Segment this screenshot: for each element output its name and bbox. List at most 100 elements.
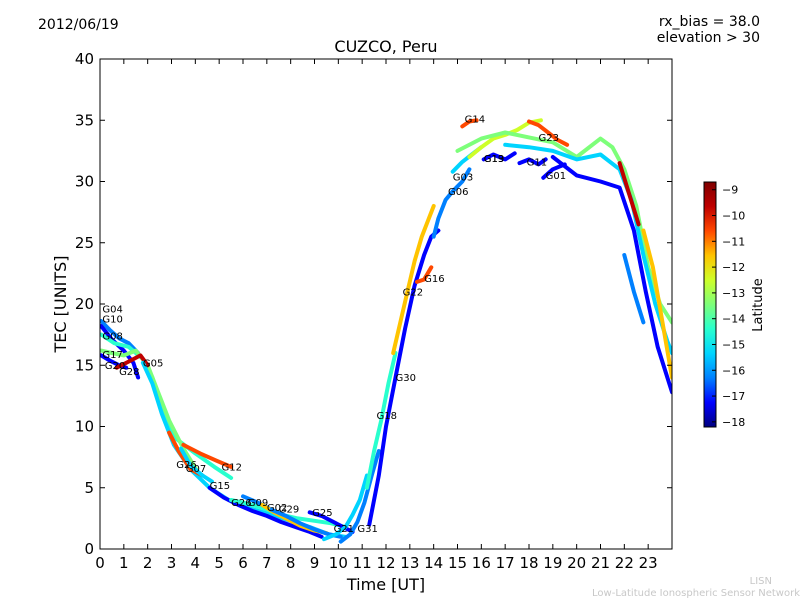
series-trace-10 [207, 485, 324, 539]
series-label-13: G02 [267, 503, 287, 514]
series-trace-0 [100, 319, 141, 355]
series-label-8: G07 [186, 464, 206, 475]
series-label-0: G04 [102, 305, 122, 316]
x-tick-label: 0 [95, 554, 105, 572]
footer-lisn: LISN [749, 576, 772, 587]
x-tick-label: 5 [214, 554, 224, 572]
colorbar-tick-label: −13 [722, 287, 745, 300]
y-tick-label: 30 [75, 173, 94, 191]
series-label-4: G20 [105, 361, 125, 372]
x-tick-label: 20 [567, 554, 586, 572]
x-tick-label: 8 [286, 554, 296, 572]
series-trace-27 [517, 157, 548, 167]
series-trace-34 [641, 228, 672, 380]
elevation-label: elevation > 30 [656, 30, 760, 46]
colorbar-tick-label: −14 [722, 313, 745, 326]
colorbar-tick-label: −16 [722, 364, 745, 377]
series-trace-1 [100, 324, 141, 380]
series-label-24: G14 [465, 115, 485, 126]
series-trace-16 [322, 473, 369, 542]
series-trace-5 [114, 353, 150, 370]
series-label-26: G13 [484, 154, 504, 165]
y-tick-label: 10 [75, 418, 94, 436]
date-label: 2012/06/19 [38, 17, 119, 33]
series-label-23: G03 [453, 172, 473, 183]
colorbar-tick-label: −12 [722, 261, 745, 274]
series-label-3: G17 [102, 350, 122, 361]
series-trace-18 [364, 351, 398, 490]
chart-title: CUZCO, Peru [334, 37, 438, 56]
colorbar-tick-label: −11 [722, 235, 745, 248]
series-trace-9 [181, 442, 234, 469]
series-trace-8 [179, 446, 214, 484]
x-tick-label: 1 [119, 554, 129, 572]
series-label-22: G06 [448, 187, 468, 198]
series-label-17: G31 [357, 524, 377, 535]
series-label-15: G25 [312, 508, 332, 519]
y-tick-label: 0 [84, 540, 94, 558]
x-tick-label: 15 [448, 554, 467, 572]
x-tick-label: 3 [167, 554, 177, 572]
series-label-9: G12 [222, 463, 242, 474]
series-trace-19 [367, 228, 441, 527]
x-tick-label: 23 [639, 554, 658, 572]
axes-layer: 0 1 2 3 4 5 6 7 8 9 10 11 12 13 14 15 16 17 18 19 20 21 22 2305… [75, 50, 672, 572]
x-tick-label: 21 [591, 554, 610, 572]
series-label-25: G19 [484, 154, 504, 165]
series-label-16: G21 [334, 524, 354, 535]
x-tick-label: 16 [472, 554, 491, 572]
footer-network: Low-Latitude Ionospheric Sensor Network [592, 588, 800, 599]
x-tick-label: 19 [543, 554, 562, 572]
series-label-6: G05 [143, 358, 163, 369]
series-label-21: G16 [424, 274, 444, 285]
settings-info: rx_bias = 38.0 elevation > 30 [657, 14, 760, 46]
series-label-19: G30 [396, 373, 416, 384]
x-tick-label: 10 [329, 554, 348, 572]
y-tick-label: 15 [75, 356, 94, 374]
colorbar-tick-label: −15 [722, 338, 745, 351]
series-trace-22 [431, 167, 472, 239]
rx-bias-label: rx_bias = 38.0 [658, 14, 760, 30]
series-trace-21 [415, 265, 434, 284]
series-trace-29 [541, 162, 567, 180]
series-trace-35 [622, 253, 646, 325]
colorbar-bar [703, 181, 717, 428]
x-tick-label: 18 [519, 554, 538, 572]
series-label-10: G15 [210, 481, 230, 492]
series-label-14: G29 [279, 504, 299, 515]
series-label-12: G09 [248, 498, 268, 509]
x-tick-label: 2 [143, 554, 153, 572]
series-label-5: G28 [119, 367, 139, 378]
x-tick-label: 22 [615, 554, 634, 572]
series-trace-17 [338, 449, 381, 544]
x-tick-label: 9 [310, 554, 320, 572]
series-trace-32 [550, 155, 672, 395]
x-tick-label: 7 [262, 554, 272, 572]
y-tick-label: 25 [75, 234, 94, 252]
series-label-1: G10 [102, 314, 122, 325]
series-label-2: G08 [102, 332, 122, 343]
series-label-29: G01 [546, 171, 566, 182]
colorbar: −9 −10 −11 −12 −13 −14 −15 −16 −17 −18 [703, 181, 745, 429]
colorbar-tick-label: −10 [722, 210, 745, 223]
y-tick-label: 5 [84, 479, 94, 497]
series-trace-24 [460, 118, 479, 129]
y-tick-label: 35 [75, 111, 94, 129]
x-tick-label: 14 [424, 554, 443, 572]
series-trace-33 [617, 161, 641, 227]
series-trace-26 [481, 151, 517, 162]
y-tick-label: 20 [75, 295, 94, 313]
x-tick-label: 6 [238, 554, 248, 572]
y-axis-label: TEC [UNITS] [51, 256, 70, 354]
x-tick-label: 17 [496, 554, 515, 572]
y-tick-label: 40 [75, 50, 94, 68]
series-label-18: G18 [376, 411, 396, 422]
series-trace-20 [391, 204, 436, 355]
colorbar-tick-label: −9 [722, 184, 738, 197]
series-label-7: G26 [176, 460, 196, 471]
colorbar-tick-label: −17 [722, 390, 745, 403]
x-tick-label: 4 [191, 554, 201, 572]
series-label-20: G22 [403, 287, 423, 298]
